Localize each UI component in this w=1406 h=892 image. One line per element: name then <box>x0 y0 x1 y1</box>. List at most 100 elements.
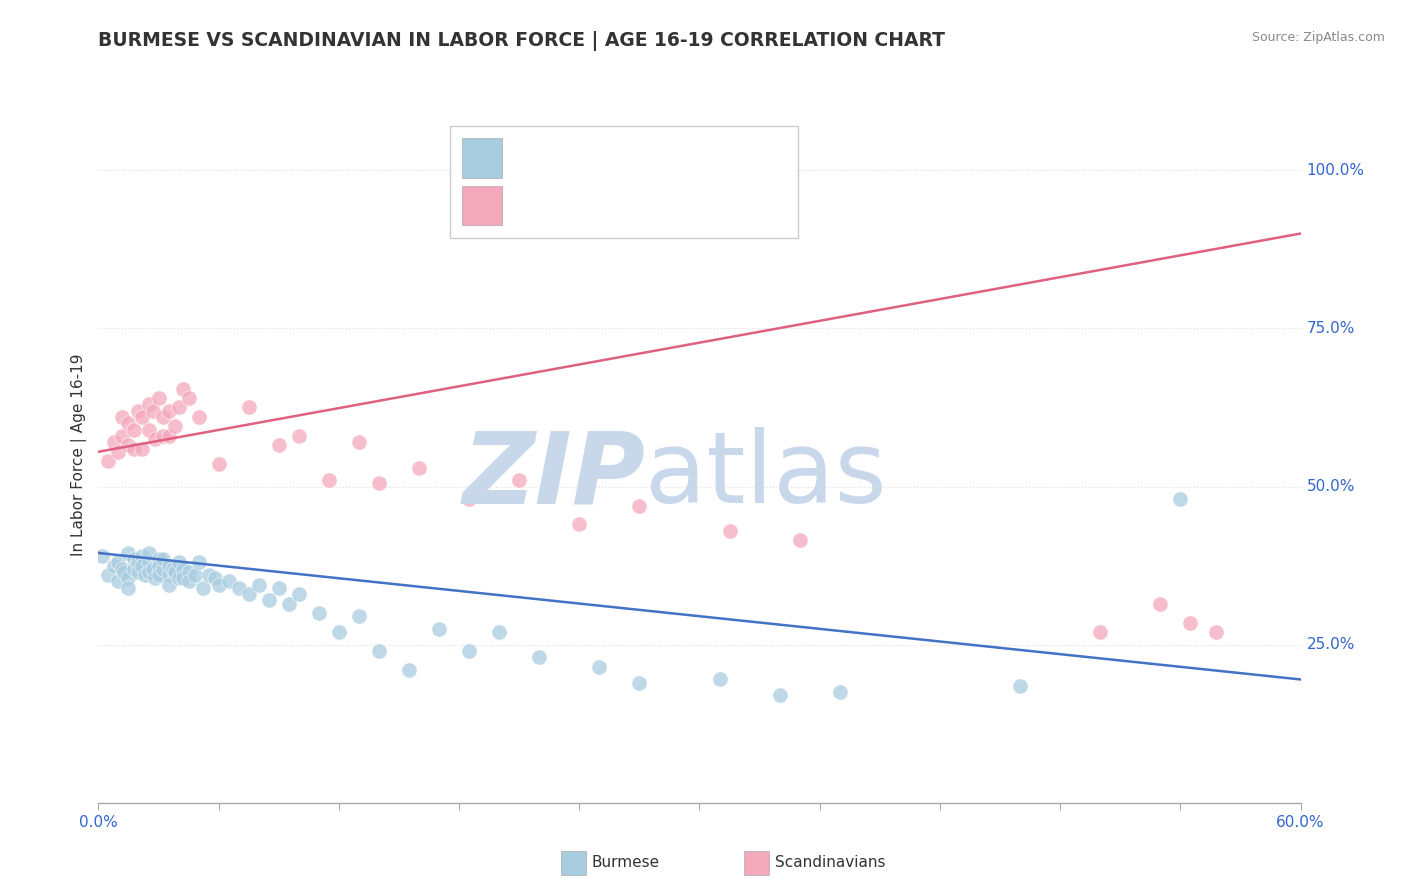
Point <box>197 568 219 582</box>
Point <box>107 444 129 458</box>
Point <box>257 593 280 607</box>
Point <box>138 565 160 579</box>
Point <box>128 556 150 570</box>
Text: Burmese: Burmese <box>592 855 659 870</box>
Point <box>148 552 170 566</box>
Point <box>529 650 551 665</box>
Point <box>157 403 180 417</box>
Point <box>187 556 209 570</box>
Point <box>427 622 450 636</box>
Point <box>103 558 125 573</box>
Point <box>267 438 290 452</box>
Point <box>187 409 209 424</box>
Point <box>111 429 134 443</box>
Point <box>328 625 350 640</box>
Point <box>152 429 174 443</box>
Text: 44: 44 <box>627 198 650 213</box>
Point <box>318 473 340 487</box>
Point <box>347 609 370 624</box>
Point <box>568 517 591 532</box>
Point <box>347 435 370 450</box>
Point <box>458 492 481 507</box>
Point <box>768 688 790 702</box>
Point <box>1180 615 1202 630</box>
Point <box>183 568 205 582</box>
Point <box>124 562 146 576</box>
Point <box>1010 679 1032 693</box>
Point <box>117 546 139 560</box>
Text: R =: R = <box>515 151 548 166</box>
Point <box>172 571 194 585</box>
Point <box>157 429 180 443</box>
Point <box>228 581 250 595</box>
Text: 0.256: 0.256 <box>544 198 592 213</box>
Text: 25.0%: 25.0% <box>1306 637 1355 652</box>
Point <box>267 581 290 595</box>
Point <box>288 429 311 443</box>
Point <box>128 403 150 417</box>
Point <box>117 571 139 585</box>
Point <box>208 458 231 472</box>
Text: N =: N = <box>588 151 633 166</box>
Point <box>124 552 146 566</box>
Point <box>238 401 260 415</box>
Point <box>107 556 129 570</box>
Point <box>134 568 156 582</box>
Point <box>131 442 153 456</box>
Point <box>709 673 731 687</box>
Text: 100.0%: 100.0% <box>1306 163 1365 178</box>
Text: N =: N = <box>588 198 633 213</box>
Point <box>288 587 311 601</box>
Point <box>131 409 153 424</box>
Point <box>141 403 163 417</box>
Point <box>1170 492 1192 507</box>
Point <box>97 454 120 468</box>
Point <box>138 397 160 411</box>
Point <box>191 581 214 595</box>
Point <box>1205 625 1227 640</box>
Point <box>177 574 200 589</box>
Point <box>163 419 186 434</box>
Point <box>124 423 146 437</box>
Point <box>588 660 610 674</box>
Point <box>103 435 125 450</box>
Point <box>172 382 194 396</box>
Point <box>162 562 184 576</box>
Point <box>628 499 651 513</box>
Point <box>148 558 170 573</box>
Point <box>368 476 391 491</box>
Point <box>117 581 139 595</box>
Point <box>141 562 163 576</box>
Point <box>177 565 200 579</box>
Point <box>148 391 170 405</box>
Point <box>111 562 134 576</box>
Point <box>308 606 330 620</box>
Y-axis label: In Labor Force | Age 16-19: In Labor Force | Age 16-19 <box>72 353 87 557</box>
Point <box>398 663 420 677</box>
Text: Scandinavians: Scandinavians <box>775 855 886 870</box>
Point <box>458 644 481 658</box>
Point <box>124 442 146 456</box>
Point <box>167 401 190 415</box>
Point <box>167 556 190 570</box>
Point <box>157 558 180 573</box>
Point <box>1088 625 1111 640</box>
Point <box>163 565 186 579</box>
Text: R =: R = <box>515 198 548 213</box>
Point <box>208 577 231 591</box>
Text: BURMESE VS SCANDINAVIAN IN LABOR FORCE | AGE 16-19 CORRELATION CHART: BURMESE VS SCANDINAVIAN IN LABOR FORCE |… <box>98 31 945 51</box>
Point <box>277 597 299 611</box>
Point <box>789 533 811 548</box>
Point <box>152 562 174 576</box>
Point <box>238 587 260 601</box>
Point <box>97 568 120 582</box>
Point <box>148 568 170 582</box>
Point <box>152 552 174 566</box>
Point <box>628 675 651 690</box>
Point <box>114 565 136 579</box>
Text: 75.0%: 75.0% <box>1306 321 1355 336</box>
Text: atlas: atlas <box>645 427 887 524</box>
Point <box>368 644 391 658</box>
Point <box>488 625 510 640</box>
Point <box>138 556 160 570</box>
